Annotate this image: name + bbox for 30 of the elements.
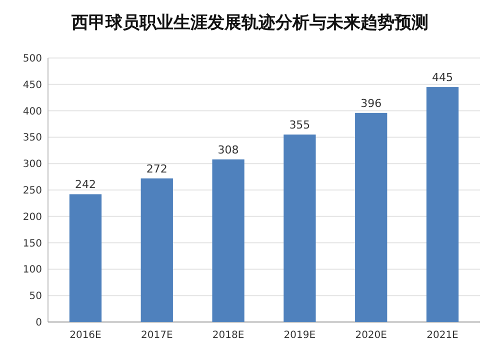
data-label: 396: [360, 96, 382, 110]
x-tick-label: 2019E: [284, 330, 316, 341]
bar: [355, 112, 388, 322]
y-tick-label: 300: [22, 159, 42, 170]
bar: [284, 134, 316, 322]
y-tick-label: 50: [29, 291, 42, 302]
y-tick-label: 0: [36, 318, 42, 328]
chart-title: 西甲球员职业生涯发展轨迹分析与未来趋势预测: [70, 13, 428, 33]
bar: [140, 178, 173, 322]
data-label: 445: [432, 71, 454, 84]
bar: [69, 194, 102, 322]
data-label: 272: [146, 162, 168, 176]
x-tick-label: 2021E: [426, 330, 458, 341]
y-tick-label: 500: [22, 54, 42, 64]
y-tick-label: 100: [22, 264, 42, 276]
data-label: 355: [289, 118, 310, 132]
bar: [212, 159, 244, 322]
data-label: 308: [218, 143, 239, 156]
y-tick-label: 350: [22, 132, 42, 144]
y-tick-label: 450: [22, 80, 42, 91]
x-tick-label: 2017E: [141, 330, 173, 341]
bar: [426, 87, 459, 322]
y-tick-label: 400: [22, 106, 42, 118]
y-tick-label: 250: [22, 186, 42, 196]
y-tick-label: 200: [22, 212, 42, 223]
y-tick-label: 150: [22, 238, 42, 250]
x-tick-label: 2020E: [355, 330, 387, 341]
data-label: 242: [74, 178, 96, 192]
x-tick-label: 2016E: [70, 330, 102, 341]
x-tick-label: 2018E: [212, 330, 244, 341]
